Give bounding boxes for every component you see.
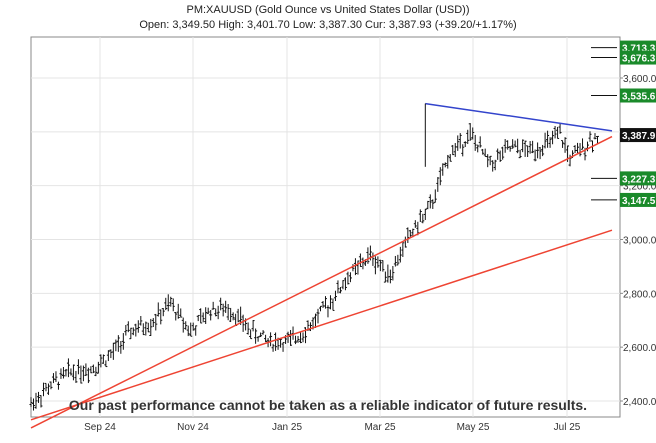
plot-area	[30, 36, 621, 418]
trendline-blue-resistance	[425, 102, 613, 132]
price-label-box	[620, 128, 656, 143]
price-label-text: 3,227.3	[622, 174, 656, 185]
trendline-red-support-steep	[30, 135, 613, 429]
y-tick-label: 3,200.0	[623, 182, 656, 193]
y-tick-label: 3,000.0	[623, 236, 656, 247]
x-tick-label: Mar 25	[364, 422, 396, 433]
trendline-red-support-long	[30, 229, 613, 421]
y-tick-label: 2,600.0	[623, 343, 656, 354]
chart-subtitle: Open: 3,349.50 High: 3,401.70 Low: 3,387…	[139, 19, 516, 31]
y-tick-label: 2,800.0	[623, 289, 656, 300]
price-label-box	[620, 171, 656, 186]
price-label-box	[620, 192, 656, 207]
x-tick-label: Nov 24	[177, 422, 209, 433]
y-tick-label: 2,400.0	[623, 397, 656, 408]
x-tick-label: Jan 25	[272, 422, 302, 433]
x-tick-label: Jul 25	[554, 422, 581, 433]
chart-title: PM:XAUUSD (Gold Ounce vs United States D…	[186, 4, 469, 16]
price-label-text: 3,535.6	[622, 91, 656, 102]
price-label-text: 3,713.3	[622, 44, 656, 55]
x-tick-label: Sep 24	[84, 422, 116, 433]
price-label-text: 3,676.3	[622, 54, 656, 65]
price-label-box	[620, 50, 656, 65]
price-label-text: 3,387.9	[622, 131, 656, 142]
price-label-text: 3,147.5	[622, 196, 656, 207]
price-label-box	[620, 88, 656, 103]
y-tick-label: 3,600.0	[623, 74, 656, 85]
x-tick-label: May 25	[457, 422, 490, 433]
disclaimer-annotation: Our past performance cannot be taken as …	[69, 397, 587, 413]
